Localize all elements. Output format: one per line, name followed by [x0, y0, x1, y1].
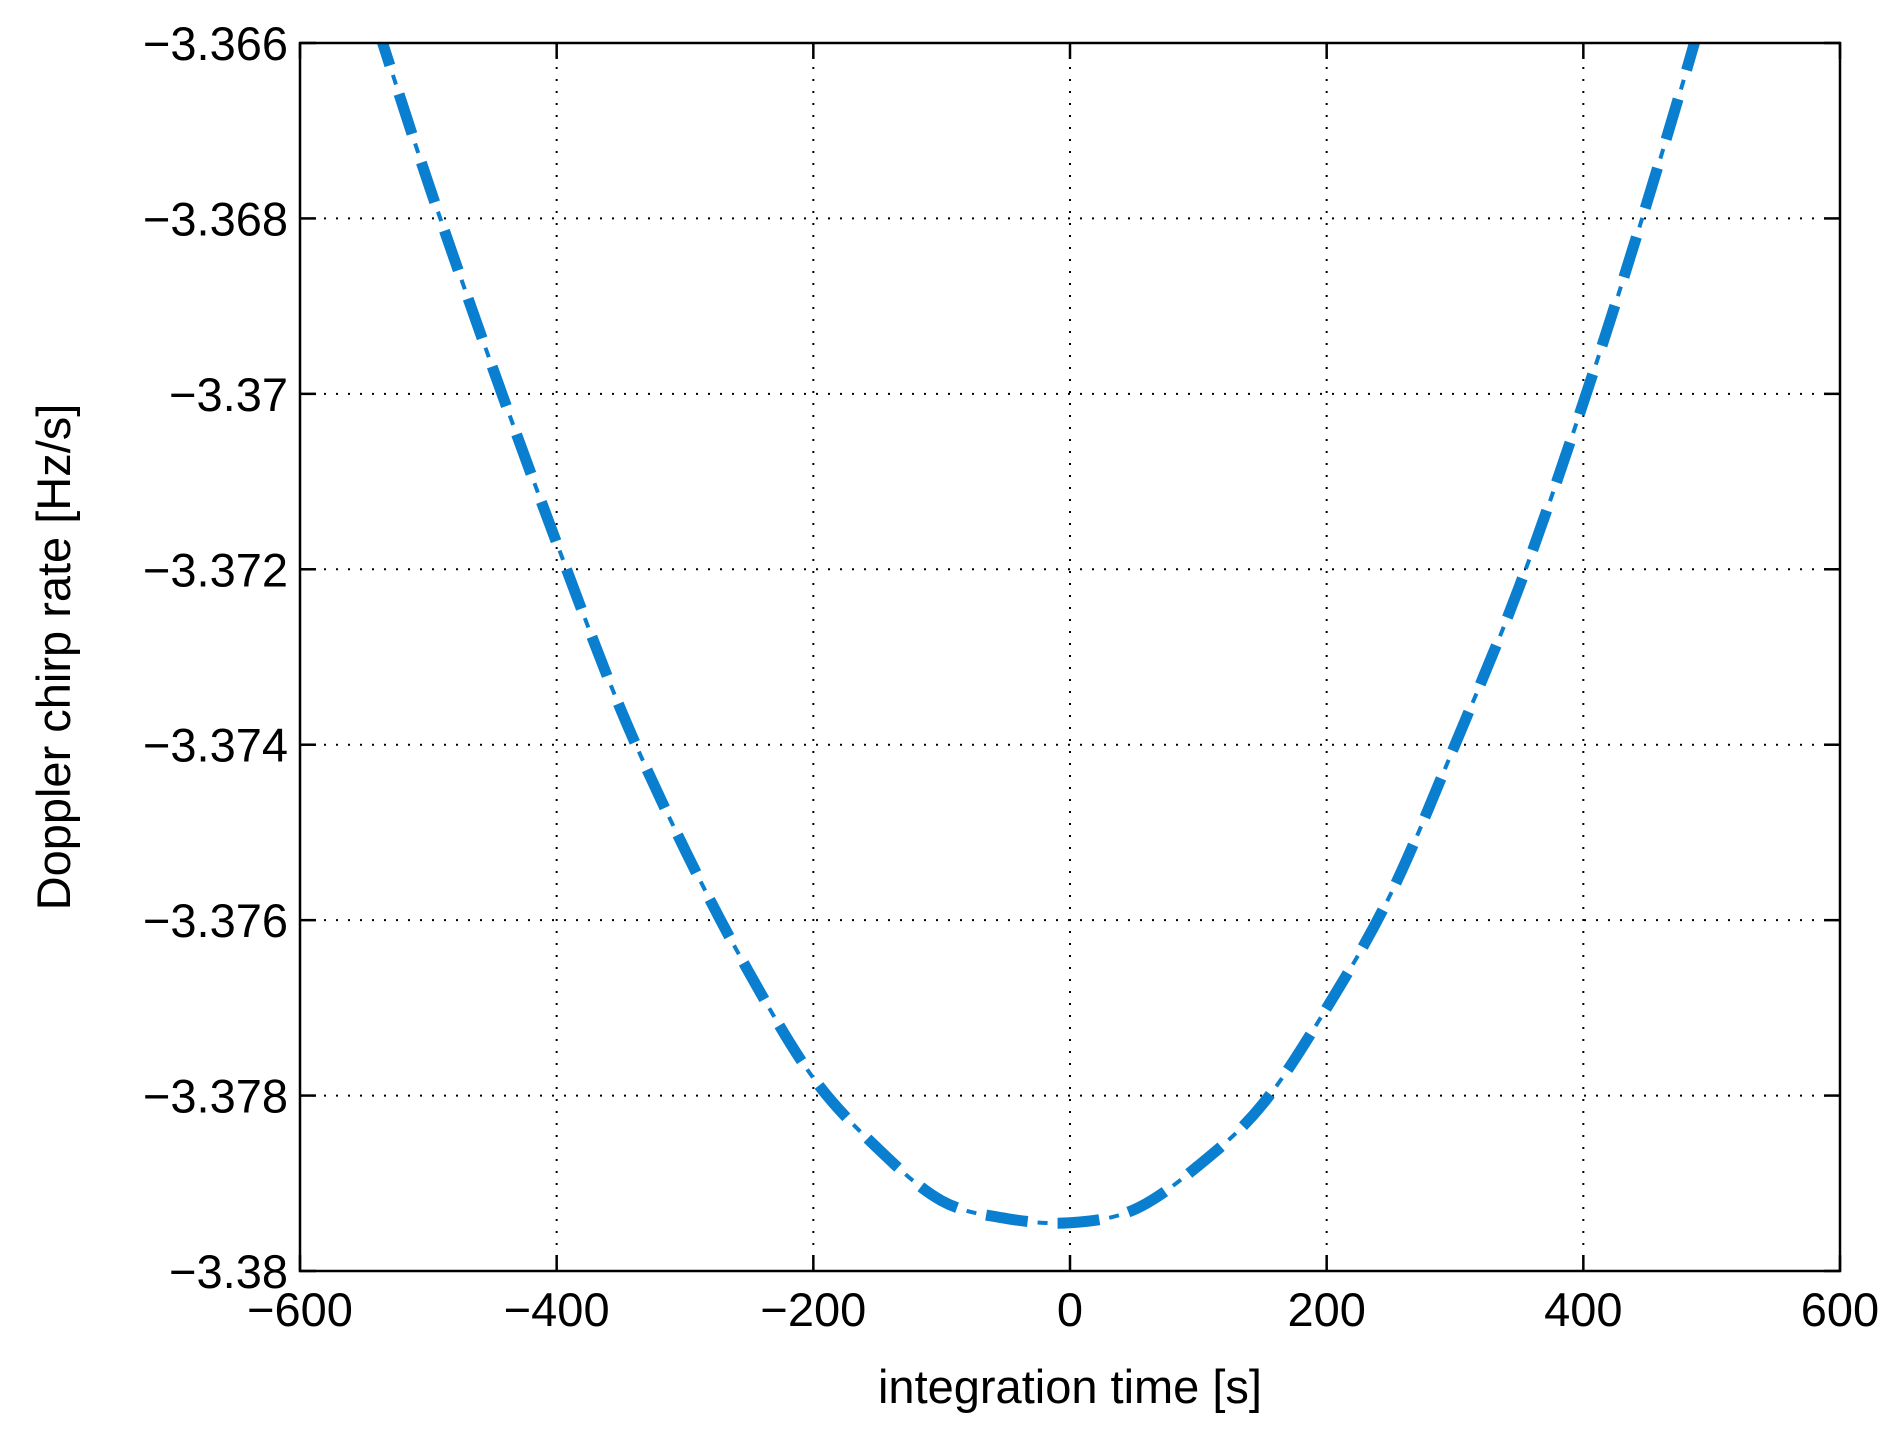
y-tick-label: −3.378 — [143, 1070, 288, 1123]
x-tick-label: −600 — [247, 1283, 353, 1336]
y-tick-label: −3.368 — [143, 192, 288, 245]
y-tick-label: −3.372 — [143, 543, 288, 596]
tick-labels: −600 −400 −200 0 200 400 600 −3.38 −3.378 −3.376 −… — [143, 17, 1879, 1336]
y-axis-label: Doppler chirp rate [Hz/s] — [27, 404, 80, 911]
x-tick-label: 400 — [1544, 1283, 1622, 1336]
y-tick-label: −3.366 — [143, 17, 288, 70]
x-tick-label: −200 — [760, 1283, 866, 1336]
series-line-dashes — [376, 43, 1701, 1229]
x-tick-label: −400 — [504, 1283, 610, 1336]
x-tick-label: 600 — [1801, 1283, 1879, 1336]
x-axis-label: integration time [s] — [878, 1360, 1262, 1413]
plot-area — [300, 43, 1840, 1271]
x-tick-label: 0 — [1057, 1283, 1083, 1336]
grid — [300, 43, 1840, 1271]
y-tick-label: −3.38 — [169, 1245, 288, 1298]
series-layer — [376, 43, 1701, 1229]
y-tick-label: −3.374 — [143, 719, 288, 772]
ticks — [298, 41, 1842, 1273]
x-tick-label: 200 — [1287, 1283, 1365, 1336]
y-tick-label: −3.37 — [169, 368, 288, 421]
y-tick-label: −3.376 — [143, 894, 288, 947]
